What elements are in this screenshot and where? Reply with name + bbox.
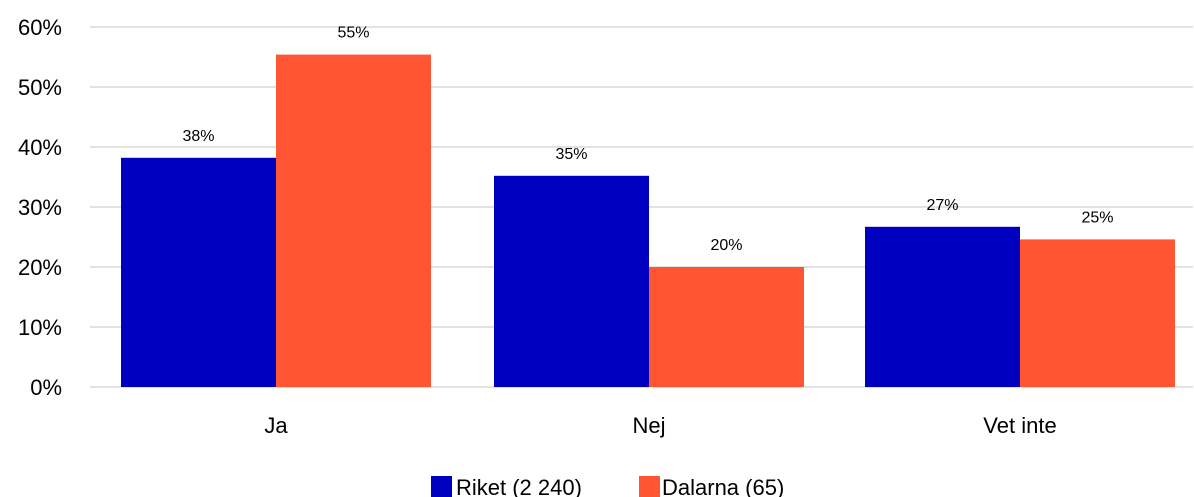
legend: Riket (2 240) Dalarna (65)	[431, 475, 784, 497]
legend-swatch	[431, 476, 452, 497]
data-label: 55%	[337, 25, 369, 42]
legend-swatch	[639, 476, 660, 497]
legend-label: Riket (2 240)	[456, 475, 582, 497]
x-tick-label: Vet inte	[983, 413, 1056, 438]
bar-riket-2	[865, 226, 1020, 387]
y-tick-label: 20%	[18, 255, 62, 280]
legend-label: Dalarna (65)	[662, 475, 784, 497]
bar-riket-1	[494, 175, 649, 387]
bar-dalarna-1	[649, 267, 804, 387]
y-tick-label: 10%	[18, 315, 62, 340]
y-tick-label: 60%	[18, 15, 62, 40]
y-axis-ticks: 0% 10% 20% 30% 40% 50% 60%	[18, 15, 62, 400]
bars	[121, 54, 1175, 387]
y-tick-label: 0%	[30, 375, 62, 400]
data-label: 25%	[1081, 209, 1113, 226]
y-tick-label: 30%	[18, 195, 62, 220]
data-label: 27%	[926, 197, 958, 214]
x-tick-label: Ja	[264, 413, 288, 438]
data-label: 20%	[710, 237, 742, 254]
x-tick-label: Nej	[632, 413, 665, 438]
bar-dalarna-2	[1020, 239, 1175, 387]
data-label: 35%	[555, 146, 587, 163]
bar-riket-0	[121, 157, 276, 387]
y-tick-label: 50%	[18, 75, 62, 100]
data-labels: 38% 55% 35% 20% 27% 25%	[182, 25, 1113, 254]
y-tick-label: 40%	[18, 135, 62, 160]
bar-dalarna-0	[276, 54, 431, 387]
data-label: 38%	[182, 128, 214, 145]
x-axis-ticks: Ja Nej Vet inte	[264, 413, 1056, 438]
